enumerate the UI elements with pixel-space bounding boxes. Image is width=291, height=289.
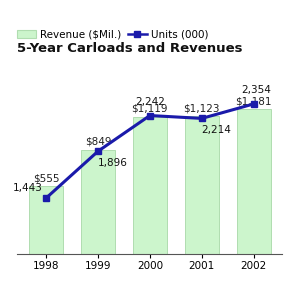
Bar: [133, 117, 167, 254]
Bar: [237, 109, 271, 254]
Text: $555: $555: [33, 173, 59, 183]
Bar: [185, 116, 219, 254]
Bar: [81, 150, 115, 254]
Text: $1,119: $1,119: [132, 104, 168, 114]
Text: 2,242: 2,242: [135, 97, 165, 107]
Text: 2,354: 2,354: [241, 86, 271, 95]
Text: 2,214: 2,214: [201, 125, 231, 135]
Text: $1,181: $1,181: [235, 96, 272, 106]
Text: 1,896: 1,896: [97, 158, 127, 168]
Text: 1,443: 1,443: [13, 183, 43, 193]
Text: 5-Year Carloads and Revenues: 5-Year Carloads and Revenues: [17, 42, 243, 55]
Text: $849: $849: [85, 137, 111, 147]
Legend: Revenue ($Mil.), Units (000): Revenue ($Mil.), Units (000): [17, 29, 208, 40]
Bar: [29, 186, 63, 254]
Text: $1,123: $1,123: [184, 103, 220, 113]
